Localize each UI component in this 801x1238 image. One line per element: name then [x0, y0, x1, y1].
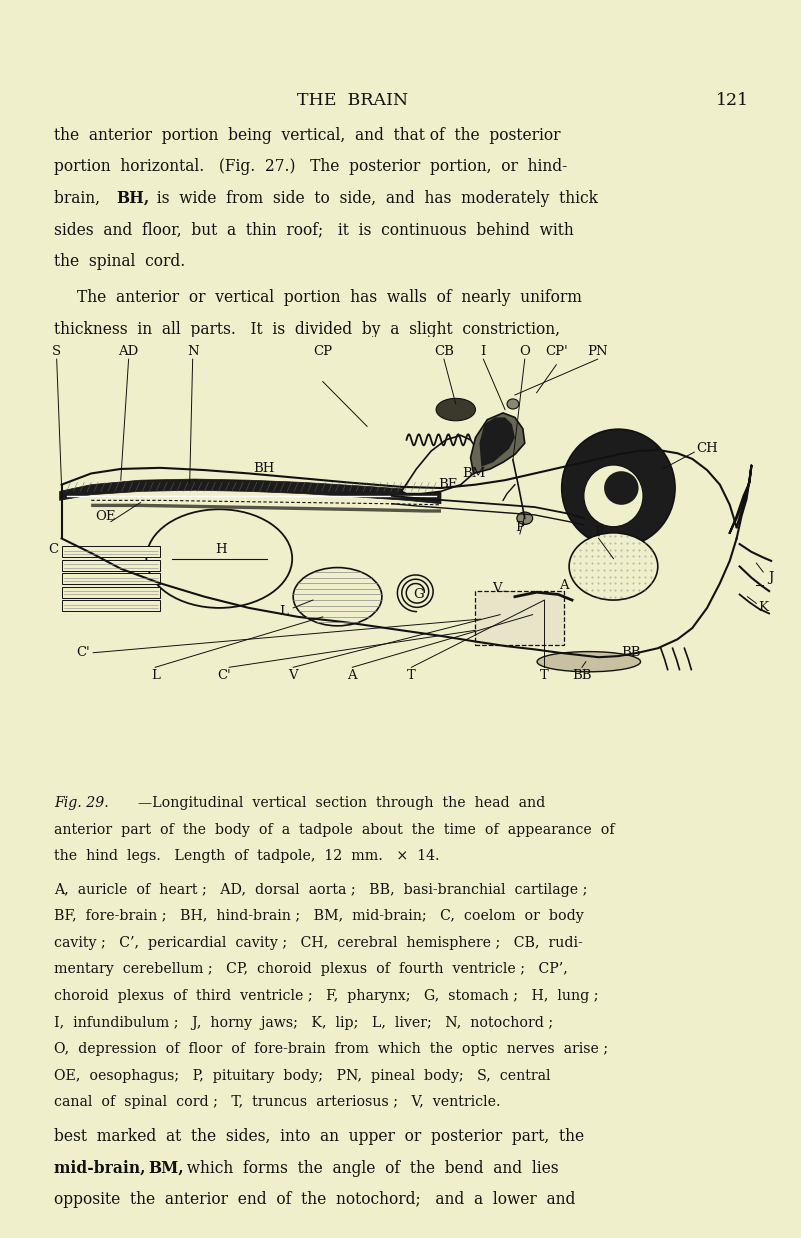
- Ellipse shape: [537, 651, 641, 672]
- Bar: [62, 573, 160, 584]
- Text: L: L: [279, 605, 288, 618]
- Text: CH: CH: [696, 442, 718, 456]
- Text: C': C': [76, 646, 91, 659]
- Text: H: H: [215, 543, 227, 556]
- Text: OE,  oesophagus;   P,  pituitary  body;   PN,  pineal  body;   S,  central: OE, oesophagus; P, pituitary body; PN, p…: [54, 1068, 551, 1083]
- Polygon shape: [480, 417, 515, 467]
- Text: BB: BB: [572, 669, 592, 682]
- Text: P: P: [515, 521, 525, 534]
- Text: BF: BF: [438, 478, 457, 491]
- Text: mid-brain,: mid-brain,: [54, 1160, 157, 1177]
- Text: A,  auricle  of  heart ;   AD,  dorsal  aorta ;   BB,  basi-branchial  cartilage: A, auricle of heart ; AD, dorsal aorta ;…: [54, 883, 588, 896]
- Text: BF,  fore-brain ;   BH,  hind-brain ;   BM,  mid-brain;   C,  coelom  or  body: BF, fore-brain ; BH, hind-brain ; BM, mi…: [54, 909, 584, 924]
- Polygon shape: [91, 504, 441, 513]
- Text: thickness  in  all  parts.   It  is  divided  by  a  slight  constriction,: thickness in all parts. It is divided by…: [54, 321, 561, 338]
- Ellipse shape: [521, 594, 549, 621]
- Text: A: A: [348, 669, 357, 682]
- Text: O: O: [519, 345, 530, 358]
- Ellipse shape: [147, 509, 292, 608]
- Ellipse shape: [562, 430, 675, 547]
- Text: the  hind  legs.   Length  of  tadpole,  12  mm.   ×  14.: the hind legs. Length of tadpole, 12 mm.…: [54, 849, 440, 863]
- Text: OE: OE: [95, 510, 116, 522]
- Bar: [62, 600, 160, 612]
- Text: best  marked  at  the  sides,  into  an  upper  or  posterior  part,  the: best marked at the sides, into an upper …: [54, 1128, 585, 1145]
- Text: the  anterior  portion  being  vertical,  and  that of  the  posterior: the anterior portion being vertical, and…: [54, 126, 561, 144]
- Text: BH,: BH,: [116, 189, 150, 207]
- Text: C': C': [217, 669, 231, 682]
- Text: cavity ;   C’,  pericardial  cavity ;   CH,  cerebral  hemisphere ;   CB,  rudi-: cavity ; C’, pericardial cavity ; CH, ce…: [54, 936, 583, 950]
- Text: opposite  the  anterior  end  of  the  notochord;   and  a  lower  and: opposite the anterior end of the notocho…: [54, 1191, 576, 1208]
- Text: CP': CP': [545, 345, 568, 358]
- Text: BM: BM: [462, 467, 485, 480]
- Text: brain,: brain,: [54, 189, 111, 207]
- Text: I,  infundibulum ;   J,  horny  jaws;   K,  lip;   L,  liver;   N,  notochord ;: I, infundibulum ; J, horny jaws; K, lip;…: [54, 1015, 553, 1030]
- Text: G: G: [413, 588, 424, 600]
- Text: PN: PN: [587, 345, 608, 358]
- Text: N: N: [187, 345, 199, 358]
- Ellipse shape: [436, 399, 476, 421]
- Ellipse shape: [569, 532, 658, 600]
- Text: THE  BRAIN: THE BRAIN: [297, 92, 408, 109]
- Bar: [62, 560, 160, 571]
- Text: BB: BB: [622, 646, 641, 659]
- Ellipse shape: [485, 592, 525, 631]
- Text: J: J: [768, 571, 774, 584]
- Text: K: K: [759, 602, 768, 614]
- Text: BM,: BM,: [148, 1160, 183, 1177]
- Text: V: V: [493, 582, 502, 595]
- Ellipse shape: [507, 399, 519, 409]
- Ellipse shape: [517, 513, 533, 525]
- Polygon shape: [59, 479, 441, 504]
- Text: the  spinal  cord.: the spinal cord.: [54, 253, 186, 270]
- Text: T: T: [540, 669, 549, 682]
- Bar: [476, 591, 564, 645]
- Ellipse shape: [584, 465, 643, 526]
- Bar: [62, 587, 160, 598]
- Text: is  wide  from  side  to  side,  and  has  moderately  thick: is wide from side to side, and has moder…: [147, 189, 598, 207]
- Text: L: L: [151, 669, 159, 682]
- Text: I: I: [481, 345, 486, 358]
- Text: A: A: [559, 579, 569, 592]
- Polygon shape: [470, 413, 525, 473]
- Text: AD: AD: [119, 345, 139, 358]
- Text: Fig. 29.: Fig. 29.: [54, 796, 109, 810]
- Text: T: T: [407, 669, 416, 682]
- Text: C: C: [49, 543, 58, 556]
- Text: choroid  plexus  of  third  ventricle ;   F,  pharynx;   G,  stomach ;   H,  lun: choroid plexus of third ventricle ; F, p…: [54, 989, 599, 1003]
- Polygon shape: [401, 436, 481, 494]
- Text: —Longitudinal  vertical  section  through  the  head  and: —Longitudinal vertical section through t…: [138, 796, 545, 810]
- Text: portion  horizontal.   (Fig.  27.)   The  posterior  portion,  or  hind-: portion horizontal. (Fig. 27.) The poste…: [54, 158, 568, 176]
- Text: which  forms  the  angle  of  the  bend  and  lies: which forms the angle of the bend and li…: [177, 1160, 558, 1177]
- Ellipse shape: [293, 567, 382, 626]
- Text: anterior  part  of  the  body  of  a  tadpole  about  the  time  of  appearance : anterior part of the body of a tadpole a…: [54, 823, 615, 837]
- Text: CB: CB: [434, 345, 454, 358]
- Text: sides  and  floor,  but  a  thin  roof;   it  is  continuous  behind  with: sides and floor, but a thin roof; it is …: [54, 222, 574, 239]
- Text: The  anterior  or  vertical  portion  has  walls  of  nearly  uniform: The anterior or vertical portion has wal…: [77, 290, 582, 307]
- Ellipse shape: [604, 472, 638, 505]
- Text: canal  of  spinal  cord ;   T,  truncus  arteriosus ;   V,  ventricle.: canal of spinal cord ; T, truncus arteri…: [54, 1096, 501, 1109]
- Text: mentary  cerebellum ;   CP,  choroid  plexus  of  fourth  ventricle ;   CP’,: mentary cerebellum ; CP, choroid plexus …: [54, 962, 568, 977]
- Text: CP: CP: [313, 345, 332, 358]
- Bar: [62, 546, 160, 557]
- Text: F: F: [594, 526, 603, 540]
- Text: 121: 121: [716, 92, 749, 109]
- Text: S: S: [52, 345, 61, 358]
- Text: O,  depression  of  floor  of  fore-brain  from  which  the  optic  nerves  aris: O, depression of floor of fore-brain fro…: [54, 1042, 609, 1056]
- Text: BH: BH: [253, 463, 274, 475]
- Text: V: V: [288, 669, 298, 682]
